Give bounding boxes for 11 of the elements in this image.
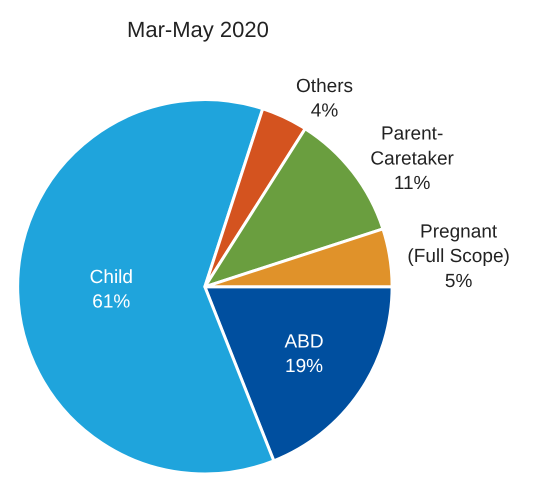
slice-label: Others bbox=[296, 76, 354, 97]
data-label: 5% bbox=[444, 270, 472, 292]
slice-label: Child bbox=[90, 266, 133, 288]
data-label: 11% bbox=[394, 172, 431, 194]
data-label: 4% bbox=[310, 100, 338, 122]
slice-label: Parent-Caretaker bbox=[370, 124, 455, 170]
data-label: 19% bbox=[285, 356, 324, 377]
chart-title: Mar-May 2020 bbox=[127, 16, 269, 42]
data-label: 61% bbox=[92, 292, 130, 313]
slice-label: ABD bbox=[284, 331, 324, 352]
slice-label: Pregnant (Full Scope) bbox=[407, 221, 510, 268]
